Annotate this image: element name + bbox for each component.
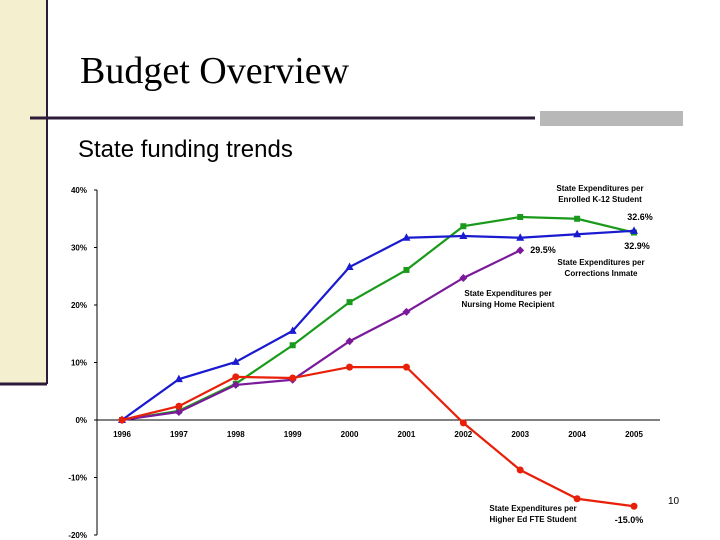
annotation: State Expenditures per: [464, 289, 551, 298]
marker: [459, 231, 468, 239]
title-rule-block: [540, 111, 683, 126]
annotation: Enrolled K-12 Student: [558, 195, 642, 204]
x-tick-label: 1998: [227, 430, 245, 439]
x-tick-label: 2004: [568, 430, 586, 439]
marker: [402, 307, 411, 316]
marker: [460, 223, 467, 230]
marker: [403, 266, 410, 273]
marker: [402, 363, 410, 371]
marker: [118, 416, 126, 424]
annotation: State Expenditures per: [489, 504, 576, 513]
marker: [174, 374, 183, 383]
marker: [516, 466, 524, 474]
x-tick-label: 2005: [625, 430, 643, 439]
annotation: Higher Ed FTE Student: [489, 515, 576, 524]
annotation: 29.5%: [530, 245, 556, 255]
y-tick-label: -20%: [68, 531, 87, 540]
x-tick-label: 1997: [170, 430, 188, 439]
marker: [630, 502, 638, 510]
marker: [573, 229, 582, 238]
series-line: [121, 229, 635, 421]
annotation: -15.0%: [615, 515, 644, 525]
marker: [517, 214, 524, 221]
y-tick-label: 40%: [71, 186, 87, 195]
marker: [289, 342, 296, 349]
marker: [574, 215, 581, 222]
marker: [288, 326, 297, 334]
annotation: Corrections Inmate: [565, 269, 638, 278]
y-tick-label: 10%: [71, 359, 87, 368]
slide-title: Budget Overview: [80, 50, 350, 92]
y-tick-label: 0%: [75, 416, 87, 425]
marker: [231, 380, 240, 389]
x-tick-label: 2000: [341, 430, 359, 439]
marker: [459, 273, 468, 282]
chart-area: [48, 176, 660, 540]
annotation: 32.9%: [624, 241, 650, 251]
annotation: State Expenditures per: [557, 258, 644, 267]
marker: [174, 407, 183, 416]
y-tick-label: -10%: [68, 474, 87, 483]
marker: [346, 299, 353, 306]
x-tick-label: 2001: [398, 430, 416, 439]
series-line: [121, 249, 521, 422]
x-tick-label: 1996: [113, 430, 131, 439]
side-band: [0, 0, 47, 384]
marker: [346, 363, 354, 371]
page-number: 10: [668, 496, 680, 507]
annotation: Nursing Home Recipient: [462, 300, 555, 309]
marker: [459, 419, 467, 427]
marker: [516, 246, 525, 255]
series-line: [121, 366, 635, 508]
y-tick-label: 30%: [71, 244, 87, 253]
marker: [345, 262, 354, 271]
marker: [573, 495, 581, 503]
y-tick-label: 20%: [71, 301, 87, 310]
marker: [232, 373, 240, 381]
marker: [175, 402, 183, 410]
x-tick-label: 1999: [284, 430, 302, 439]
marker: [516, 233, 525, 241]
marker: [231, 357, 240, 365]
x-tick-label: 2003: [511, 430, 529, 439]
x-tick-label: 2002: [454, 430, 472, 439]
marker: [345, 337, 354, 346]
marker: [630, 226, 638, 234]
marker: [289, 374, 297, 382]
slide-subtitle: State funding trends: [78, 136, 293, 163]
annotation: 32.6%: [627, 212, 653, 222]
marker: [402, 233, 411, 241]
annotation: State Expenditures per: [556, 184, 643, 193]
